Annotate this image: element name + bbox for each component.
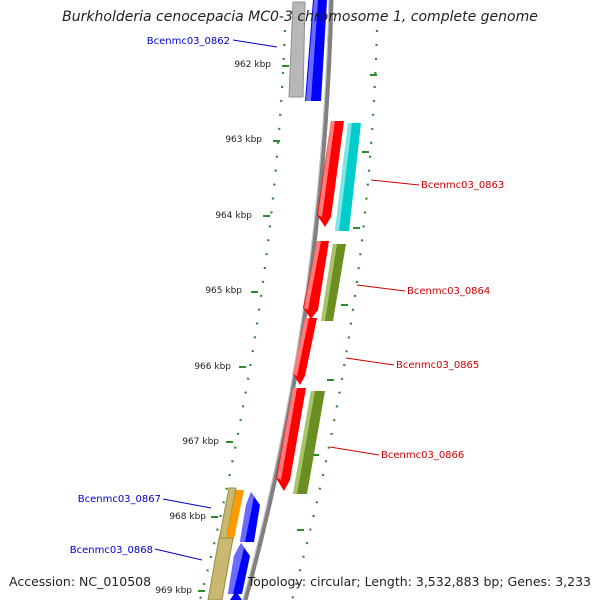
cds-0863-cyan-highlight	[335, 123, 352, 231]
gene-label-0866: Bcenmc03_0866	[381, 450, 464, 461]
gene-label-0862: Bcenmc03_0862	[147, 36, 230, 47]
gene-label-0865: Bcenmc03_0865	[396, 360, 479, 371]
tick-label-967: 967 kbp	[182, 437, 219, 447]
cds-0862-gray	[288, 1, 306, 98]
cds-0867-cog-orange	[226, 490, 244, 539]
tick-label-968: 968 kbp	[169, 512, 206, 522]
tick-label-964: 964 kbp	[215, 211, 252, 221]
gene-labels: Bcenmc03_0862 Bcenmc03_0863 Bcenmc03_086…	[70, 36, 505, 556]
map-title: Burkholderia cenocepacia MC0-3 chromosom…	[62, 9, 538, 25]
tick-label-965: 965 kbp	[205, 286, 242, 296]
tick-labels: 962 kbp 963 kbp 964 kbp 965 kbp 966 kbp …	[155, 60, 271, 596]
cds-0863-red-highlight	[318, 121, 335, 217]
genome-summary-text: Topology: circular; Length: 3,532,883 bp…	[247, 574, 591, 589]
inner-dotted-ring	[198, 29, 287, 600]
tick-label-969: 969 kbp	[155, 586, 192, 596]
gene-label-0868: Bcenmc03_0868	[70, 545, 153, 556]
accession-text: Accession: NC_010508	[9, 574, 152, 589]
label-leader-lines	[154, 39, 420, 561]
gene-label-0863: Bcenmc03_0863	[421, 180, 504, 191]
cds-0868-blue-highlight	[228, 543, 244, 594]
tick-label-966: 966 kbp	[194, 362, 231, 372]
cds-0869-forward-blue	[230, 591, 242, 600]
gene-label-0864: Bcenmc03_0864	[407, 286, 490, 297]
cds-0865-reverse-red	[293, 318, 317, 385]
cds-0866-red-highlight	[277, 388, 297, 480]
tick-marks	[198, 65, 377, 592]
cds-0862-forward-highlight	[306, 0, 318, 101]
tick-label-962: 962 kbp	[234, 60, 271, 70]
gene-label-0867: Bcenmc03_0867	[78, 494, 161, 505]
cds-0868-cog-khaki	[207, 537, 234, 600]
cds-0864-red-highlight	[304, 241, 321, 310]
cds-0866-olive-highlight	[293, 391, 315, 494]
cds-0867-blue-highlight	[240, 492, 254, 542]
cds-0865-red-highlight	[293, 318, 309, 376]
cds-0864-olive-highlight	[321, 244, 337, 321]
tick-label-963: 963 kbp	[225, 135, 262, 145]
